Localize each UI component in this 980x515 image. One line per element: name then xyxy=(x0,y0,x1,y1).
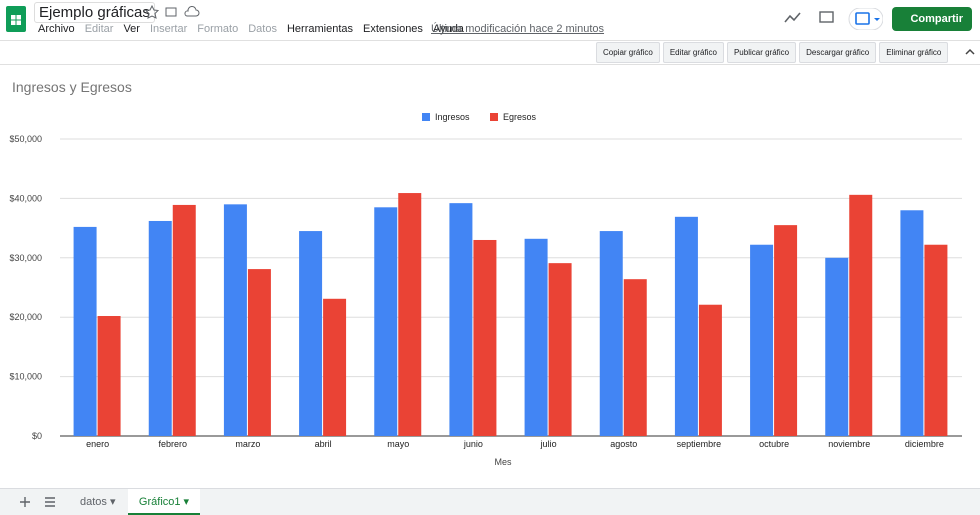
tab-label: Gráfico1 xyxy=(138,496,181,508)
divider xyxy=(0,40,980,41)
bar xyxy=(398,193,422,436)
x-tick-label: noviembre xyxy=(828,439,870,449)
menu-item[interactable]: Archivo xyxy=(38,23,75,35)
bar xyxy=(524,238,548,436)
chart: Ingresos y Egresos Mes $0 $10,000 $20,000 $… xyxy=(9,79,962,467)
bar xyxy=(900,210,924,436)
chart-button[interactable]: Publicar gráfico xyxy=(726,42,797,63)
y-tick-label: $30,000 xyxy=(9,253,42,263)
bar xyxy=(247,269,271,436)
x-tick-label: febrero xyxy=(158,439,187,449)
x-tick-label: agosto xyxy=(610,439,637,449)
share-button[interactable]: Compartir xyxy=(892,7,972,31)
bar xyxy=(223,204,247,436)
bar xyxy=(323,298,347,436)
bar xyxy=(623,279,647,436)
bar xyxy=(825,257,849,436)
bar xyxy=(73,226,97,436)
doc-title[interactable]: Ejemplo gráficas xyxy=(34,2,155,23)
bar xyxy=(374,207,398,436)
chart-title: Ingresos y Egresos xyxy=(12,79,132,95)
x-tick-label: octubre xyxy=(759,439,789,449)
bar xyxy=(449,203,473,436)
bar xyxy=(674,216,698,436)
bar xyxy=(172,204,196,436)
legend-swatch xyxy=(422,113,430,121)
bar xyxy=(148,220,172,436)
sheet-tab[interactable]: datos ▾ xyxy=(80,496,116,508)
x-tick-label: enero xyxy=(86,439,109,449)
legend-label: Ingresos xyxy=(435,112,470,122)
bar xyxy=(774,225,798,436)
last-modified[interactable]: Última modificación hace 2 minutos xyxy=(431,23,605,35)
y-tick-label: $10,000 xyxy=(9,372,42,382)
chart-button[interactable]: Eliminar gráfico xyxy=(879,42,949,63)
menu-bar: Archivo Editar Ver Insertar Formato Dato… xyxy=(38,23,464,35)
chart-button[interactable]: Editar gráfico xyxy=(662,42,724,63)
x-tick-label: julio xyxy=(540,439,557,449)
bar xyxy=(599,231,623,436)
y-tick-label: $40,000 xyxy=(9,193,42,203)
title-icons[interactable] xyxy=(145,5,201,19)
x-axis-label: Mes xyxy=(494,457,512,467)
x-tick-label: junio xyxy=(463,439,483,449)
menu-item[interactable]: Ayuda xyxy=(432,23,464,35)
menu-item[interactable]: Datos xyxy=(248,23,277,35)
bar xyxy=(849,194,873,436)
x-tick-label: abril xyxy=(315,439,332,449)
bar xyxy=(473,239,497,436)
menu-item[interactable]: Insertar xyxy=(149,23,188,35)
divider xyxy=(0,64,980,65)
sheet-tab-active[interactable]: Gráfico1 ▾ xyxy=(128,489,200,515)
x-tick-label: marzo xyxy=(235,439,260,449)
chart-toolbar: Copiar gráfico Editar gráfico Publicar g… xyxy=(596,42,949,63)
tab-controls[interactable] xyxy=(20,496,60,508)
x-tick-label: mayo xyxy=(387,439,409,449)
legend-label: Egresos xyxy=(503,112,537,122)
menu-item[interactable]: Editar xyxy=(84,23,114,35)
y-tick-label: $0 xyxy=(32,431,42,441)
sheets-logo[interactable] xyxy=(6,6,26,32)
sheet-tabs: datos ▾ Gráfico1 ▾ xyxy=(0,488,980,515)
top-icons[interactable] xyxy=(783,8,883,30)
y-tick-label: $50,000 xyxy=(9,134,42,144)
tab-label: datos xyxy=(80,496,107,508)
collapse-icon[interactable] xyxy=(964,47,976,57)
bar xyxy=(299,231,323,436)
bar xyxy=(924,244,948,436)
y-tick-label: $20,000 xyxy=(9,312,42,322)
x-tick-label: diciembre xyxy=(905,439,944,449)
chart-button[interactable]: Descargar gráfico xyxy=(799,42,877,63)
menu-item[interactable]: Extensiones xyxy=(363,23,423,35)
menu-item[interactable]: Formato xyxy=(197,23,239,35)
legend-swatch xyxy=(490,113,498,121)
chart-button[interactable]: Copiar gráfico xyxy=(596,42,660,63)
menu-item[interactable]: Ver xyxy=(123,23,140,35)
bar xyxy=(698,304,722,436)
bar xyxy=(750,244,774,436)
bar xyxy=(548,263,572,436)
x-tick-label: septiembre xyxy=(677,439,722,449)
bar xyxy=(97,316,121,436)
menu-item[interactable]: Herramientas xyxy=(286,23,353,35)
